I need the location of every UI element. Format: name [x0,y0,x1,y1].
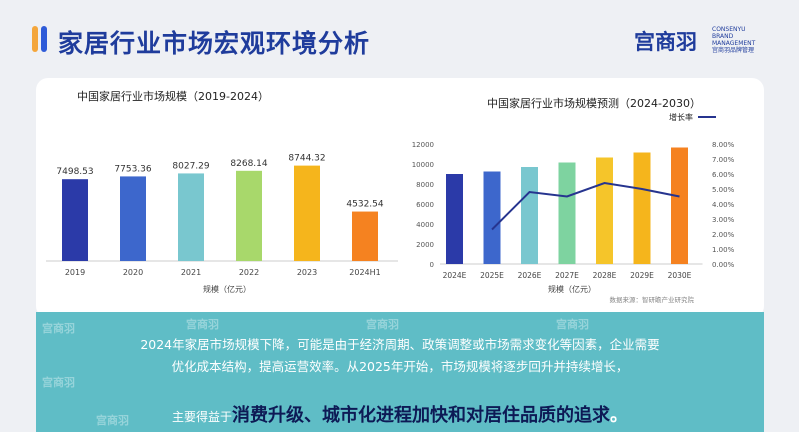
bar [120,176,146,261]
chart-market-forecast-2024-2030: 中国家居行业市场规模预测（2024-2030） 增长率 0 2000 4000 6000 8… [412,96,735,304]
y-tick-label: 2000 [416,241,434,249]
y-tick-label: 8000 [416,181,434,189]
x-tick-label: 2023 [297,268,317,277]
source-note: 数据来源：智研瞻产业研究院 [610,295,695,304]
y-tick-label: 6000 [416,201,434,209]
brand-sub-line: 宫商羽品牌管理 [712,47,755,54]
x-tick-label: 2020 [123,268,143,277]
watermark: 宫商羽 [42,376,75,389]
summary-line: 优化成本结构，提高运营效率。从2025年开始，市场规模将逐步回升并持续增长， [171,359,629,374]
summary-end: 。 [610,405,628,426]
y2-tick-label: 5.00% [712,186,735,194]
watermark: 宫商羽 [96,414,129,427]
bar [558,162,576,264]
legend-label: 增长率 [669,112,693,122]
summary-emphasis: 消费升级、城市化进程加快和对居住品质的追求 [232,405,610,426]
x-tick-label: 2026E [518,271,542,280]
x-axis-label: 规模（亿元） [203,284,251,294]
bar [352,211,378,261]
title-accent-blue [41,26,47,52]
brand-sub-line: CONSENYU [712,26,746,33]
bar [236,170,262,261]
bar [521,167,538,264]
x-tick-label: 2027E [555,271,579,280]
bar [633,152,651,264]
y2-tick-label: 7.00% [712,156,735,164]
y-tick-label: 12000 [412,141,434,149]
x-tick-label: 2021 [181,268,201,277]
charts-canvas: 中国家居行业市场规模（2019-2024） 7498.53 2019 7753.36 2… [46,89,735,304]
brand-sub-line: BRAND [712,33,734,40]
growth-rate-line [491,181,680,231]
summary-emphasis-line: 主要得益于消费升级、城市化进程加快和对居住品质的追求。 [36,401,764,427]
x-tick-label: 2019 [65,268,85,277]
page-title: 家居行业市场宏观环境分析 [58,29,371,58]
y-tick-label: 0 [430,261,434,269]
watermark: 宫商羽 [42,322,75,335]
summary-line: 2024年家居市场规模下降，可能是由于经济周期、政策调整或市场需求变化等因素，企… [140,337,660,352]
bar [294,165,320,261]
bar [596,157,613,264]
y2-tick-label: 3.00% [712,216,735,224]
y2-tick-label: 6.00% [712,171,735,179]
x-tick-label: 2025E [480,271,504,280]
watermark: 宫商羽 [556,318,589,331]
data-label: 8027.29 [172,161,209,171]
chart-title: 中国家居行业市场规模预测（2024-2030） [487,96,701,110]
data-label: 8744.32 [288,154,325,164]
watermark: 宫商羽 [366,318,399,331]
bar [178,173,204,261]
data-label: 4532.54 [346,200,383,210]
x-tick-label: 2029E [630,271,654,280]
x-axis-label: 规模（亿元） [548,284,596,294]
header: 家居行业市场宏观环境分析 宫商羽 CONSENYU BRAND MANAGEME… [0,0,799,78]
x-tick-label: 2024H1 [349,268,380,277]
brand-subtitle: CONSENYU BRAND MANAGEMENT 宫商羽品牌管理 [712,26,755,54]
chart-market-size-2019-2024: 中国家居行业市场规模（2019-2024） 7498.53 2019 7753.36 2… [46,89,398,294]
chart-card: 中国家居行业市场规模（2019-2024） 7498.53 2019 7753.36 2… [36,78,764,318]
brand-sub-line: MANAGEMENT [712,40,756,47]
summary-lead: 主要得益于 [171,410,232,424]
x-tick-label: 2022 [239,268,259,277]
summary-panel: 宫商羽 宫商羽 宫商羽 宫商羽 宫商羽 宫商羽 2024年家居市场规模下降，可能… [36,312,764,432]
y-tick-label: 4000 [416,221,434,229]
bar [62,179,88,261]
y2-tick-label: 8.00% [712,141,735,149]
y-tick-label: 10000 [412,161,434,169]
data-label: 8268.14 [230,159,267,169]
y2-tick-label: 1.00% [712,246,735,254]
x-tick-label: 2024E [443,271,467,280]
bar [483,171,501,264]
x-tick-label: 2028E [593,271,617,280]
y2-tick-label: 4.00% [712,201,735,209]
bar [446,174,463,264]
watermark: 宫商羽 [186,318,219,331]
y2-tick-label: 2.00% [712,231,735,239]
data-label: 7498.53 [56,167,93,177]
y2-tick-label: 0.00% [712,261,735,269]
bar [671,147,688,264]
x-tick-label: 2030E [668,271,692,280]
brand-logo: 宫商羽 [634,29,697,54]
data-label: 7753.36 [114,164,151,174]
title-accent-orange [32,26,38,52]
chart-title: 中国家居行业市场规模（2019-2024） [77,89,269,103]
